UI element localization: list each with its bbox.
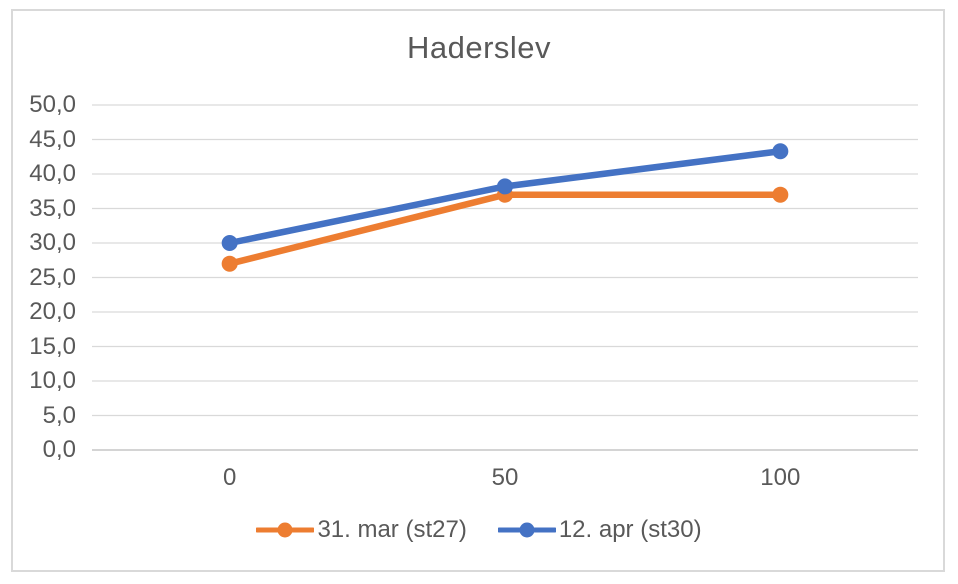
legend-marker-icon — [256, 522, 315, 538]
legend: 31. mar (st27) 12. apr (st30) — [0, 516, 958, 544]
y-axis-tick-label: 45,0 — [29, 125, 76, 153]
legend-label: 31. mar (st27) — [317, 516, 467, 543]
y-axis-tick-label: 20,0 — [29, 298, 76, 325]
data-point-marker — [772, 143, 789, 160]
y-axis-tick-label: 30,0 — [29, 229, 76, 256]
y-axis-tick-label: 50,0 — [29, 91, 76, 118]
y-axis-tick-label: 5,0 — [42, 401, 76, 429]
y-axis-tick-label: 15,0 — [29, 332, 76, 360]
x-axis-tick-label: 0 — [222, 464, 237, 491]
x-axis-tick-label: 50 — [491, 464, 519, 491]
data-point-marker — [497, 178, 513, 195]
chart-frame — [11, 9, 945, 572]
legend-label: 12. apr (st30) — [558, 516, 702, 543]
legend-marker-icon — [497, 522, 556, 538]
data-point-marker — [221, 235, 238, 251]
y-axis-tick-label: 0,0 — [42, 436, 76, 463]
y-axis-tick-label: 40,0 — [29, 160, 76, 187]
y-axis-tick-label: 25,0 — [29, 263, 76, 291]
y-axis-tick-label: 35,0 — [29, 194, 76, 222]
legend-item: 12. apr (st30) — [497, 516, 702, 544]
legend-item: 31. mar (st27) — [256, 516, 467, 544]
chart-title: Haderslev — [406, 30, 552, 65]
x-axis-tick-label: 100 — [760, 464, 801, 491]
data-point-marker — [772, 186, 789, 203]
y-axis-tick-label: 10,0 — [29, 367, 76, 394]
data-point-marker — [221, 255, 238, 272]
